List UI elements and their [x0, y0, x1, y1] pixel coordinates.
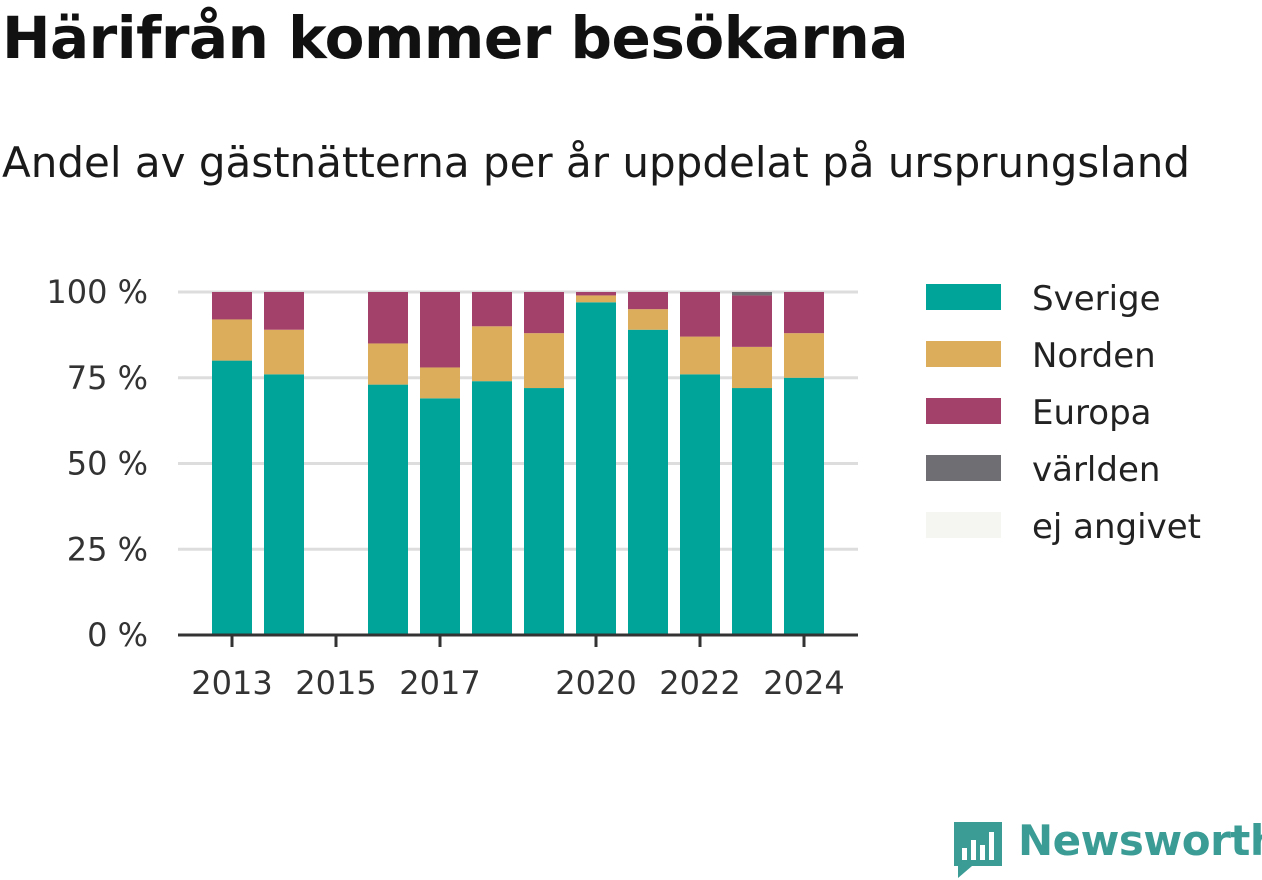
bar-världen-2023 [732, 292, 772, 296]
legend-swatch-Norden [926, 341, 1001, 367]
bar-Sverige-2014 [264, 374, 304, 635]
legend-swatch-ej-angivet [926, 512, 1001, 538]
newsworthy-logo-icon [954, 822, 1002, 878]
bar-Sverige-2016 [368, 384, 408, 635]
bar-Sverige-2024 [784, 377, 824, 635]
bar-Norden-2014 [264, 329, 304, 375]
bar-Sverige-2019 [524, 388, 564, 635]
bar-Norden-2024 [784, 333, 824, 378]
bar-Europa-2022 [680, 292, 720, 337]
bar-Norden-2017 [420, 367, 460, 399]
bar-Sverige-2022 [680, 374, 720, 635]
bars [212, 292, 824, 635]
bar-Europa-2014 [264, 292, 304, 330]
bar-Norden-2020 [576, 295, 616, 303]
bar-Sverige-2021 [628, 329, 668, 635]
bar-Norden-2018 [472, 326, 512, 382]
y-tick-label: 100 % [46, 273, 148, 311]
y-tick-label: 50 % [67, 445, 148, 483]
x-tick-label: 2015 [295, 664, 376, 702]
legend-swatch-Sverige [926, 284, 1001, 310]
legend-swatch-världen [926, 455, 1001, 481]
bar-Europa-2024 [784, 292, 824, 334]
bar-Sverige-2023 [732, 388, 772, 635]
bar-Sverige-2017 [420, 398, 460, 635]
axes: 0 % 25 % 50 % 75 % 100 % 2013 2015 2017 2020 2022… [46, 273, 858, 702]
bar-Norden-2013 [212, 319, 252, 361]
bar-Sverige-2018 [472, 381, 512, 635]
bar-Europa-2023 [732, 295, 772, 347]
bar-Europa-2016 [368, 292, 408, 344]
bar-Sverige-2020 [576, 302, 616, 635]
bar-Norden-2019 [524, 333, 564, 389]
bar-Sverige-2013 [212, 360, 252, 635]
y-tick-label: 25 % [67, 530, 148, 568]
bar-Europa-2019 [524, 292, 564, 334]
legend: Sverige Norden Europa världen ej angivet [926, 279, 1201, 547]
x-tick-label: 2020 [555, 664, 636, 702]
bar-Europa-2013 [212, 292, 252, 320]
bar-Norden-2021 [628, 309, 668, 330]
y-tick-label: 75 % [67, 359, 148, 397]
bar-Norden-2022 [680, 336, 720, 375]
bar-Europa-2017 [420, 292, 460, 368]
y-tick-label: 0 % [87, 616, 148, 654]
legend-label: världen [1032, 450, 1160, 490]
chart-subtitle: Andel av gästnätterna per år uppdelat på… [2, 138, 1190, 187]
legend-swatch-Europa [926, 398, 1001, 424]
x-tick-label: 2024 [763, 664, 844, 702]
legend-label: Norden [1032, 336, 1156, 376]
legend-label: ej angivet [1032, 507, 1201, 547]
legend-label: Sverige [1032, 279, 1161, 319]
bar-Norden-2023 [732, 346, 772, 389]
x-tick-label: 2022 [659, 664, 740, 702]
brand-name: Newsworthy [1018, 816, 1262, 865]
bar-Europa-2021 [628, 292, 668, 310]
bar-Norden-2016 [368, 343, 408, 385]
legend-label: Europa [1032, 393, 1151, 433]
chart-title: Härifrån kommer besökarna [2, 4, 908, 72]
x-tick-label: 2013 [191, 664, 272, 702]
bar-Europa-2018 [472, 292, 512, 327]
bar-Europa-2020 [576, 292, 616, 296]
x-tick-label: 2017 [399, 664, 480, 702]
